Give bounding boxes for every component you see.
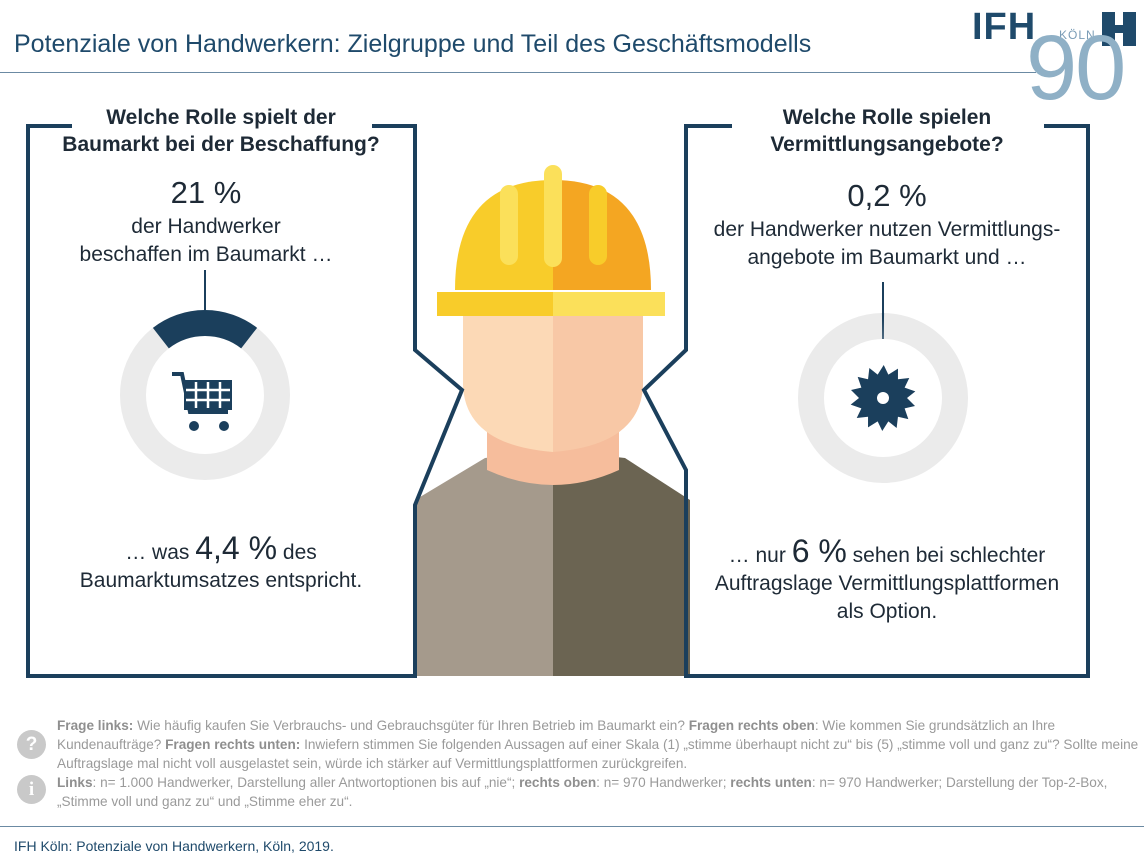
right-stat-text: der Handwerker nutzen Vermittlungs- ange… (688, 216, 1086, 272)
left-bottom-prefix: … was (125, 541, 196, 564)
right-speech-frame (641, 124, 1090, 678)
ifh-logo: IFH KÖLN 90 (966, 6, 1142, 119)
saw-blade-icon (850, 365, 916, 431)
helmet-ridge (544, 165, 562, 267)
helmet-brim-left (437, 292, 553, 316)
logo-number: 90 (1026, 17, 1126, 119)
footnote-n2-label: rechts oben (519, 775, 597, 790)
footnote-n2-text: : n= 970 Handwerker; (596, 775, 731, 790)
footnote-n1-label: Links (57, 775, 93, 790)
footnote-q3-label: Fragen rechts unten: (165, 737, 301, 752)
footnote-q2-text: : Wie kommen Sie grundsätzlich an Ihre K… (57, 718, 1056, 752)
right-question-line1: Welche Rolle spielen (782, 106, 992, 129)
shopping-cart-icon (172, 372, 232, 431)
footnote: Frage links: Wie häufig kaufen Sie Verbr… (57, 716, 1139, 811)
left-question-line1: Welche Rolle spielt der (106, 106, 336, 129)
right-stat-line1: der Handwerker nutzen Vermittlungs- (713, 218, 1061, 241)
right-bottom-value: 6 % (791, 533, 847, 569)
right-bottom-text: … nur 6 % sehen bei schlechter Auftragsl… (688, 535, 1086, 626)
worker-illustration (415, 165, 690, 676)
logo-text: IFH (972, 6, 1037, 48)
logo-city: KÖLN (1059, 28, 1096, 42)
right-stat-line2: angebote im Baumarkt und … (747, 246, 1027, 269)
left-speech-frame (26, 124, 465, 678)
left-stat-text: der Handwerker beschaffen im Baumarkt … (28, 213, 384, 269)
footnote-q-label: Frage links: (57, 718, 134, 733)
footnote-n1-text: : n= 1.000 Handwerker, Darstellung aller… (92, 775, 520, 790)
left-stat-line1: der Handwerker (131, 215, 281, 238)
left-question-line2: Baumarkt bei der Beschaffung? (58, 131, 384, 158)
right-question-line2: Vermittlungsangebote? (766, 131, 1008, 158)
face-left (463, 300, 553, 452)
left-bottom-text: … was 4,4 % des Baumarktumsatzes entspri… (28, 532, 414, 595)
left-question: Welche Rolle spielt der Baumarkt bei der… (28, 104, 414, 158)
right-stat: 0,2 % (847, 178, 927, 213)
helmet-brim-right (553, 292, 665, 316)
shirt-right (553, 450, 690, 676)
source-line: IFH Köln: Potenziale von Handwerkern, Kö… (14, 838, 334, 854)
helmet-ridge (589, 185, 607, 265)
right-bottom-prefix: … nur (728, 544, 792, 567)
question-icon: ? (17, 730, 46, 759)
left-donut-value (152, 310, 258, 349)
right-question: Welche Rolle spielen Vermittlungsangebot… (688, 104, 1086, 158)
footer-divider (0, 826, 1144, 827)
logo-square-icon (1102, 12, 1136, 46)
right-bottom-line3: als Option. (836, 600, 938, 623)
footnote-q-text: Wie häufig kaufen Sie Verbrauchs- und Ge… (133, 718, 689, 733)
page-title: Potenziale von Handwerkern: Zielgruppe u… (14, 30, 812, 58)
helmet-ridge (500, 185, 518, 265)
footnote-n3-text: : n= 970 Handwerker; Darstellung der Top… (57, 775, 1108, 809)
footnote-n3-label: rechts unten (730, 775, 812, 790)
title-divider (0, 72, 1036, 73)
right-bottom-line2: Auftragslage Vermittlungsplattformen (714, 572, 1060, 595)
left-bottom-value: 4,4 % (195, 530, 278, 566)
left-stat: 21 % (170, 175, 242, 210)
left-stat-line2: beschaffen im Baumarkt … (79, 243, 333, 266)
right-bottom-suffix: sehen bei schlechter (846, 544, 1046, 567)
illustration (26, 124, 1090, 678)
left-bottom-suffix: des (277, 541, 317, 564)
shirt-left (415, 450, 553, 676)
info-icon: i (17, 775, 46, 804)
left-bottom-line2: Baumarktumsatzes entspricht. (79, 569, 363, 592)
footnote-q2-label: Fragen rechts oben (688, 718, 815, 733)
footnote-q3-text: Inwiefern stimmen Sie folgenden Aussagen… (57, 737, 1139, 771)
face-right (553, 300, 643, 452)
